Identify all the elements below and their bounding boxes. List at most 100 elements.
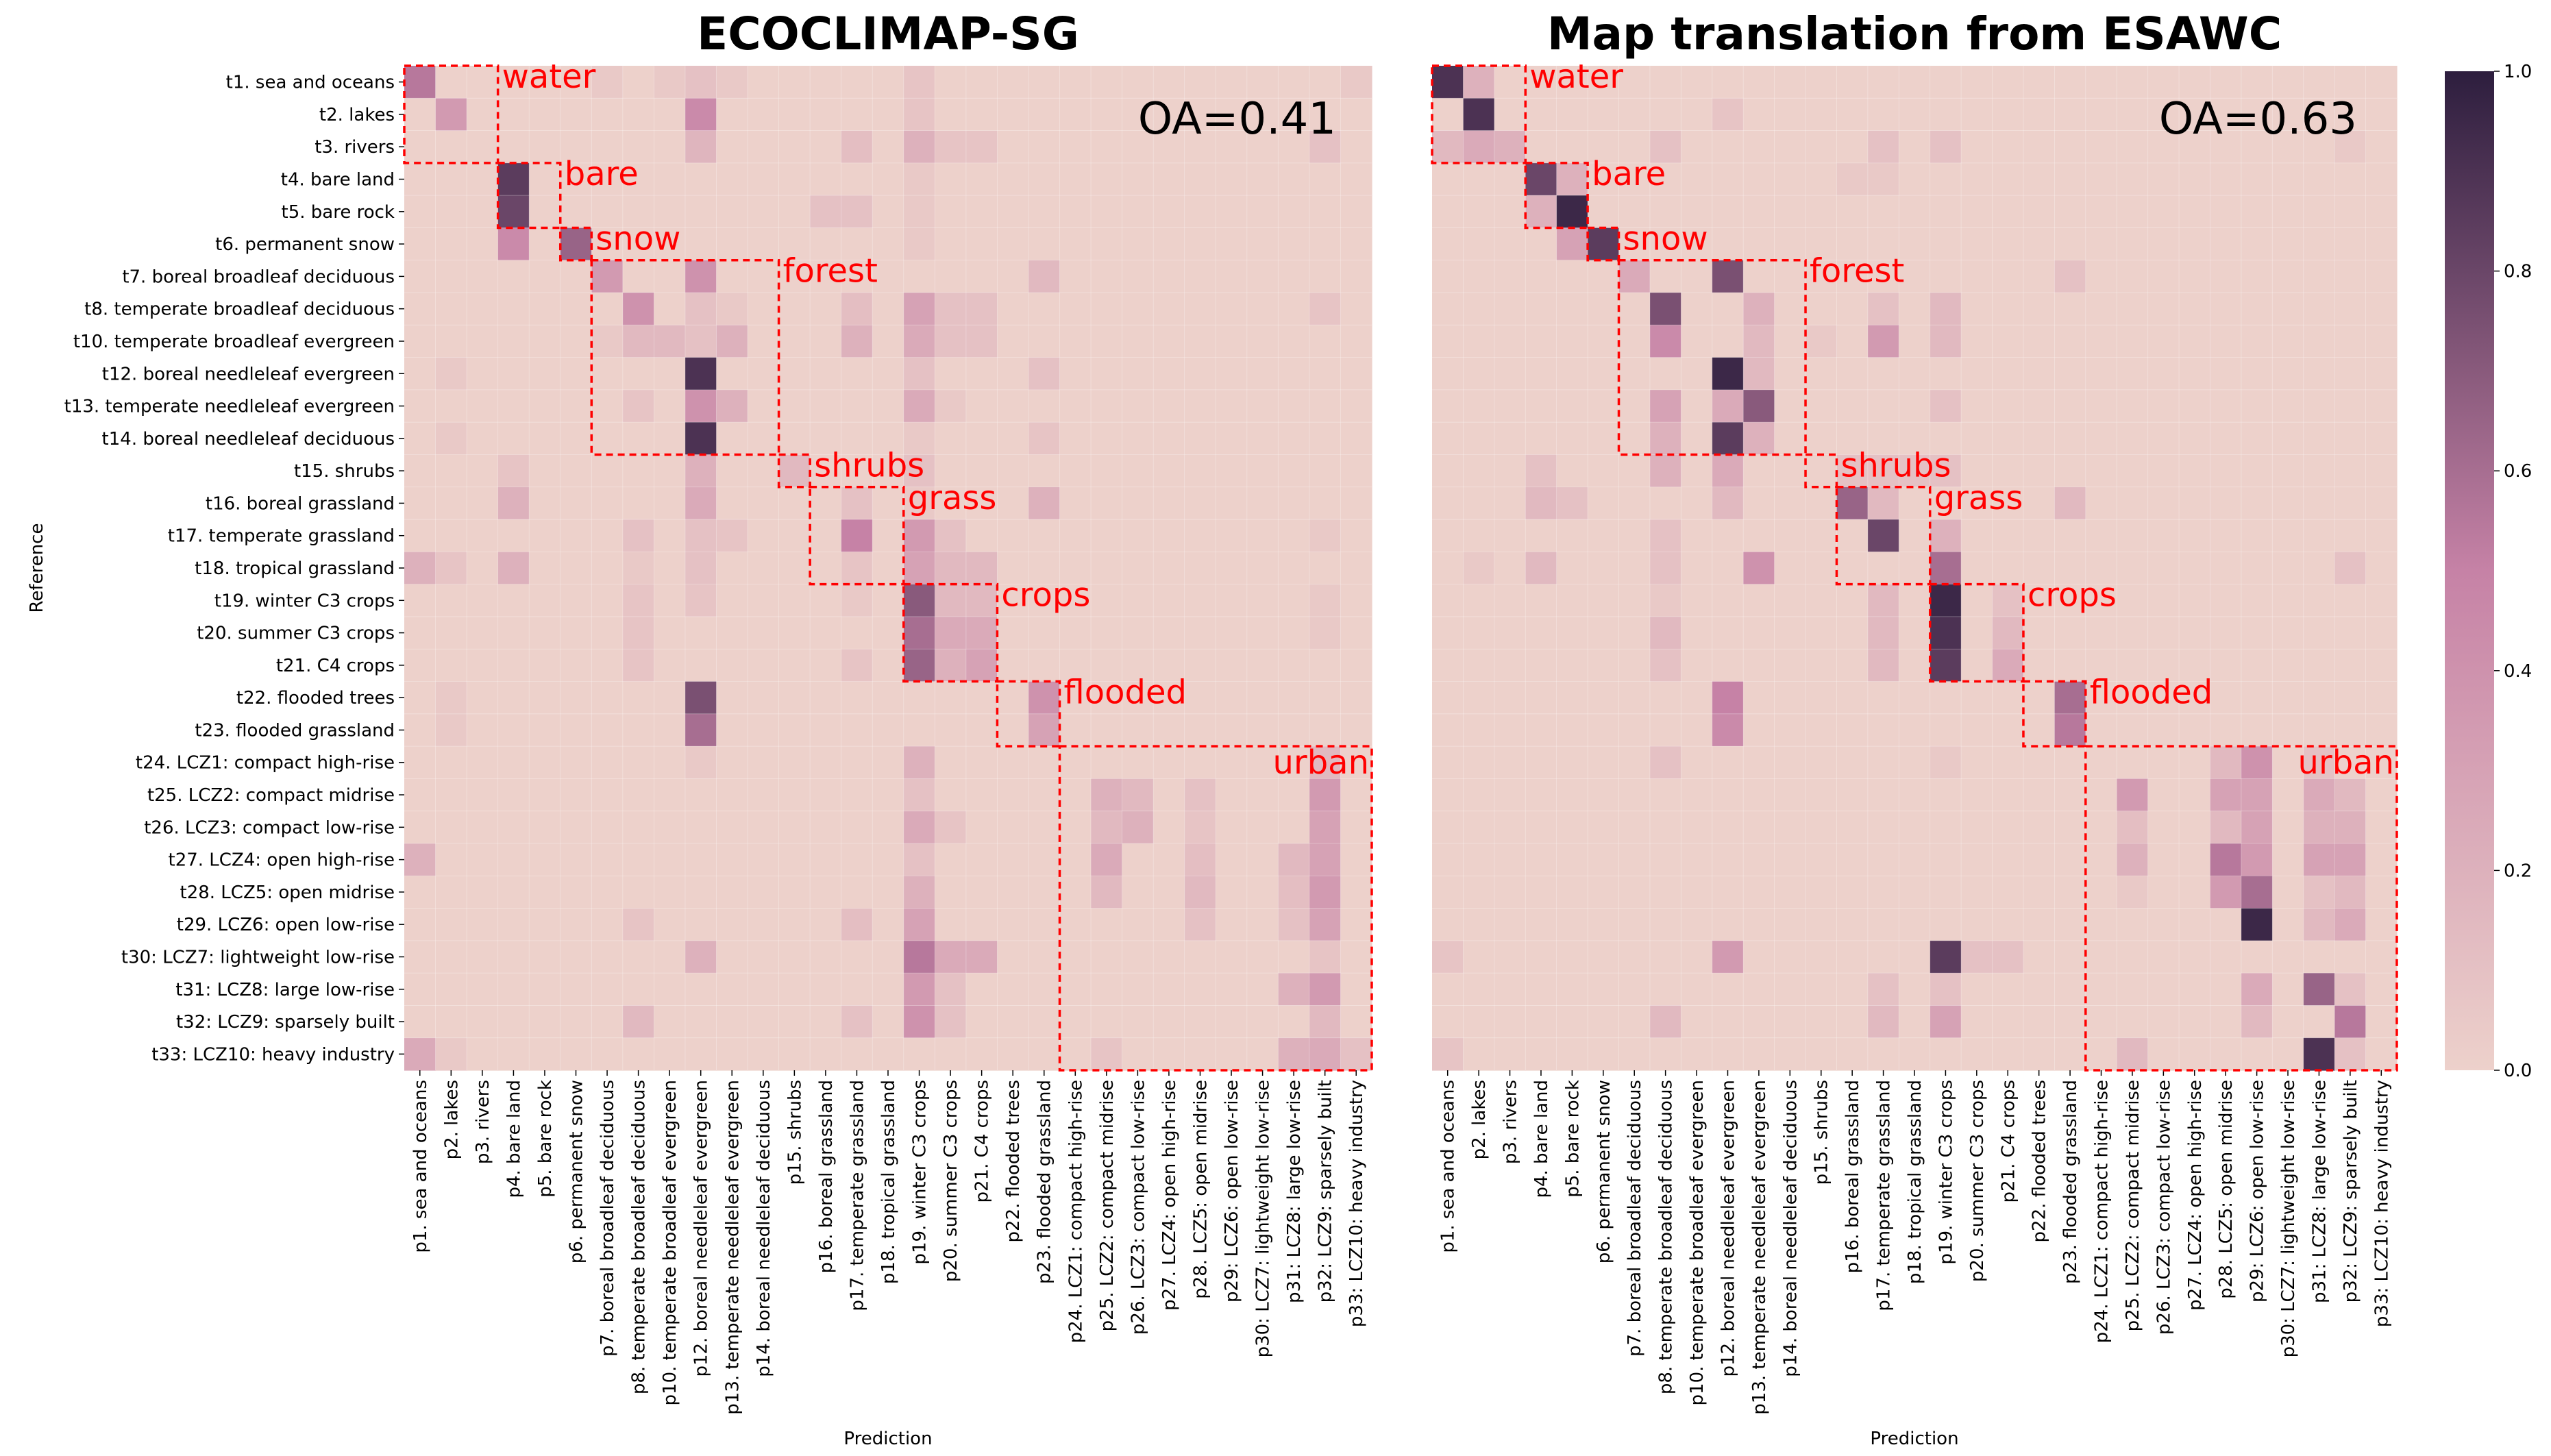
heatmap-cell	[1588, 1005, 1620, 1039]
heatmap-cell	[1278, 876, 1310, 909]
heatmap-cell	[903, 876, 935, 909]
heatmap-cell	[2272, 973, 2304, 1007]
heatmap-cell	[1463, 454, 1495, 488]
heatmap-cell	[1806, 293, 1838, 325]
heatmap-cell	[716, 130, 748, 164]
heatmap-cell	[1091, 940, 1123, 974]
heatmap-cell	[1992, 260, 2024, 293]
heatmap-cell	[2272, 486, 2304, 520]
heatmap-cell	[748, 454, 780, 488]
heatmap-cell	[716, 584, 748, 617]
heatmap-cell	[778, 422, 811, 456]
heatmap-cell	[591, 454, 624, 488]
heatmap-cell	[1309, 1005, 1342, 1039]
heatmap-cell	[1028, 746, 1061, 779]
heatmap-cell	[1494, 552, 1526, 585]
heatmap-cell	[810, 649, 842, 682]
heatmap-cell	[1246, 325, 1279, 358]
heatmap-cell	[591, 519, 624, 552]
heatmap-cell	[1494, 876, 1526, 909]
heatmap-cell	[1216, 940, 1248, 974]
heatmap-cell	[1153, 713, 1185, 747]
heatmap-cell	[1649, 876, 1681, 909]
heatmap-cell	[2179, 422, 2211, 456]
heatmap-cell	[1992, 357, 2024, 391]
heatmap-cell	[1184, 486, 1216, 520]
heatmap-cell	[560, 227, 592, 261]
heatmap-cell	[1588, 616, 1620, 650]
heatmap-cell	[2365, 649, 2398, 682]
heatmap-cell	[1091, 1037, 1123, 1071]
heatmap-cell	[1216, 843, 1248, 876]
heatmap-cell	[1278, 584, 1310, 617]
heatmap-cell	[2117, 260, 2149, 293]
heatmap-cell	[1059, 260, 1092, 293]
heatmap-cell	[1184, 713, 1216, 747]
heatmap-cell	[2054, 357, 2086, 391]
heatmap-cell	[2241, 130, 2273, 164]
heatmap-cell	[1525, 66, 1557, 99]
heatmap-cell	[1618, 1005, 1651, 1039]
heatmap-cell	[1463, 584, 1495, 617]
heatmap-cell	[622, 681, 654, 715]
heatmap-cell	[1309, 876, 1342, 909]
heatmap-cell	[965, 681, 998, 715]
heatmap-cell	[591, 649, 624, 682]
heatmap-cell	[497, 778, 530, 812]
heatmap-cell	[2365, 908, 2398, 941]
heatmap-cell	[1278, 293, 1310, 325]
heatmap-cell	[560, 940, 592, 974]
heatmap-cell	[1899, 940, 1931, 974]
group-box	[809, 486, 905, 586]
colorbar-tick-label: 1.0	[2504, 62, 2532, 82]
heatmap-cell	[1743, 486, 1775, 520]
x-axis-label: Prediction	[1870, 1429, 1958, 1449]
heatmap-cell	[841, 973, 873, 1007]
heatmap-cell	[1992, 876, 2024, 909]
heatmap-cell	[1649, 293, 1681, 325]
heatmap-cell	[2241, 195, 2273, 229]
heatmap-cell	[560, 454, 592, 488]
heatmap-cell	[1712, 486, 1744, 520]
heatmap-cell	[1618, 454, 1651, 488]
x-tick-label: p25. LCZ2: compact midrise	[1097, 1080, 1118, 1331]
heatmap-cell	[1309, 325, 1342, 358]
heatmap-cell	[997, 811, 1029, 844]
heatmap-cell	[2365, 778, 2398, 812]
heatmap-cell	[1122, 454, 1154, 488]
heatmap-cell	[1278, 778, 1310, 812]
heatmap-cell	[1961, 519, 1993, 552]
heatmap-cell	[2179, 908, 2211, 941]
heatmap-cell	[1494, 66, 1526, 99]
heatmap-cell	[2365, 454, 2398, 488]
heatmap-cell	[1649, 66, 1681, 99]
heatmap-cell	[2117, 811, 2149, 844]
heatmap-cell	[778, 486, 811, 520]
heatmap-cell	[591, 1005, 624, 1039]
heatmap-cell	[810, 1037, 842, 1071]
heatmap-cell	[435, 843, 467, 876]
heatmap-cell	[935, 130, 967, 164]
heatmap-cell	[2085, 325, 2117, 358]
heatmap-cell	[1525, 325, 1557, 358]
heatmap-cell	[1091, 973, 1123, 1007]
heatmap-cell	[872, 357, 904, 391]
heatmap-cell	[1184, 389, 1216, 423]
heatmap-cell	[1930, 519, 1962, 552]
heatmap-cell	[2117, 940, 2149, 974]
heatmap-cell	[1930, 1037, 1962, 1071]
heatmap-cell	[2179, 1005, 2211, 1039]
heatmap-cell	[560, 876, 592, 909]
heatmap-cell	[2334, 584, 2367, 617]
heatmap-cell	[1184, 778, 1216, 812]
heatmap-cell	[2241, 260, 2273, 293]
heatmap-cell	[1246, 876, 1279, 909]
heatmap-cell	[716, 389, 748, 423]
heatmap-cell	[1091, 811, 1123, 844]
heatmap-cell	[2117, 681, 2149, 715]
heatmap-cell	[1525, 552, 1557, 585]
heatmap-cell	[1432, 422, 1464, 456]
heatmap-cell	[2365, 66, 2398, 99]
heatmap-cell	[2365, 584, 2398, 617]
heatmap-cell	[1961, 908, 1993, 941]
